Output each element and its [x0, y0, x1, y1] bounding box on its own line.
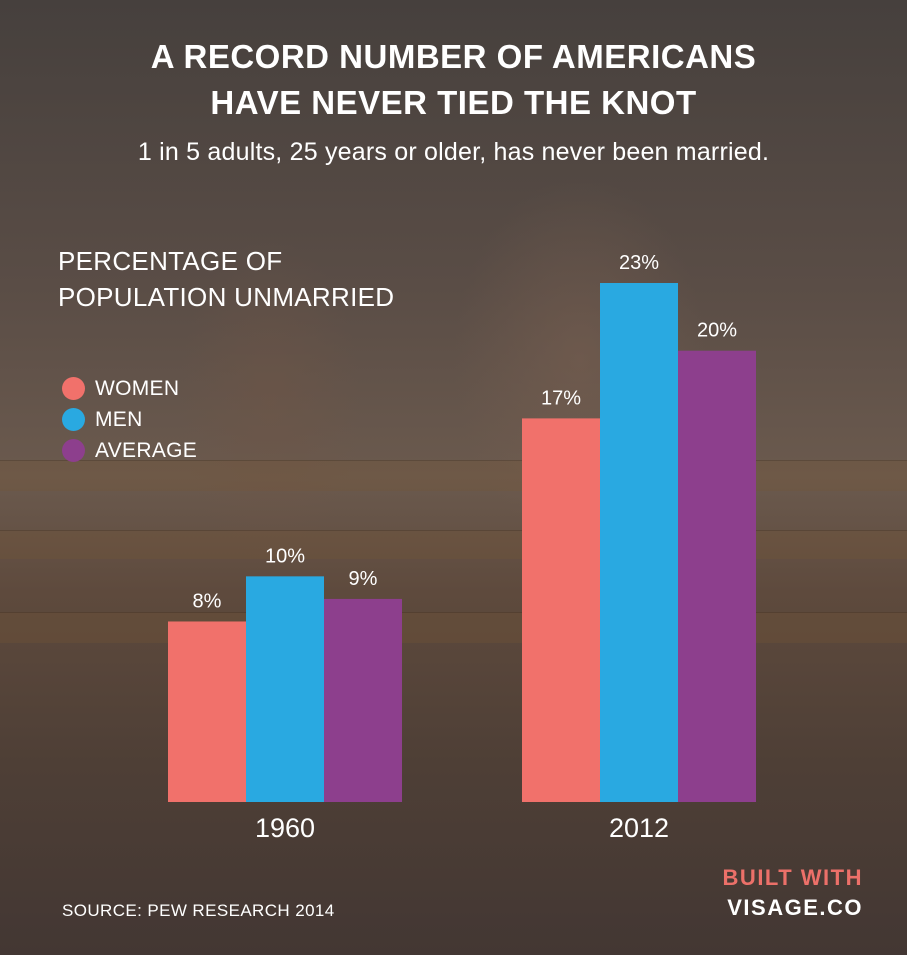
- chart-subtitle: 1 in 5 adults, 25 years or older, has ne…: [137, 138, 770, 166]
- legend-label-men: MEN: [95, 407, 143, 431]
- y-axis-label-line: PERCENTAGE OF: [58, 246, 283, 276]
- legend: WOMEN MEN AVERAGE: [62, 373, 197, 466]
- chart-title: A RECORD NUMBER OF AMERICANS HAVE NEVER …: [0, 34, 907, 126]
- bar-men-2012: [600, 283, 678, 802]
- legend-label-average: AVERAGE: [95, 438, 198, 462]
- bar-women-2012: [522, 418, 600, 802]
- chart-title-line: A RECORD NUMBER OF AMERICANS: [150, 38, 757, 75]
- chart-title-line: HAVE NEVER TIED THE KNOT: [210, 84, 697, 121]
- x-tick-label-2012: 2012: [609, 813, 669, 843]
- bar-average-1960: [324, 598, 402, 802]
- data-label-average-1960: 9%: [349, 568, 378, 590]
- brand-built-with: BUILT WITH: [722, 865, 863, 890]
- data-label-average-2012: 20%: [697, 320, 737, 342]
- brand-logo-text: VISAGE.CO: [727, 895, 863, 920]
- legend-item-men: MEN: [62, 404, 197, 435]
- y-axis-label: PERCENTAGE OF POPULATION UNMARRIED: [58, 243, 394, 315]
- bar-men-1960: [246, 576, 324, 802]
- legend-item-women: WOMEN: [62, 373, 197, 404]
- brand-credit[interactable]: BUILT WITH VISAGE.CO: [723, 863, 863, 923]
- x-tick-label-1960: 1960: [255, 813, 315, 843]
- y-axis-label-line: POPULATION UNMARRIED: [58, 282, 395, 312]
- legend-swatch-men: [62, 408, 85, 431]
- legend-label-women: WOMEN: [95, 376, 180, 400]
- legend-item-average: AVERAGE: [62, 435, 197, 466]
- legend-swatch-average: [62, 439, 85, 462]
- data-label-men-2012: 23%: [619, 252, 659, 274]
- data-label-men-1960: 10%: [265, 545, 305, 567]
- legend-swatch-women: [62, 377, 85, 400]
- source-note: SOURCE: PEW RESEARCH 2014: [62, 901, 335, 920]
- bar-average-2012: [678, 350, 756, 802]
- bar-women-1960: [168, 621, 246, 802]
- data-label-women-1960: 8%: [193, 590, 222, 612]
- data-label-women-2012: 17%: [541, 387, 581, 409]
